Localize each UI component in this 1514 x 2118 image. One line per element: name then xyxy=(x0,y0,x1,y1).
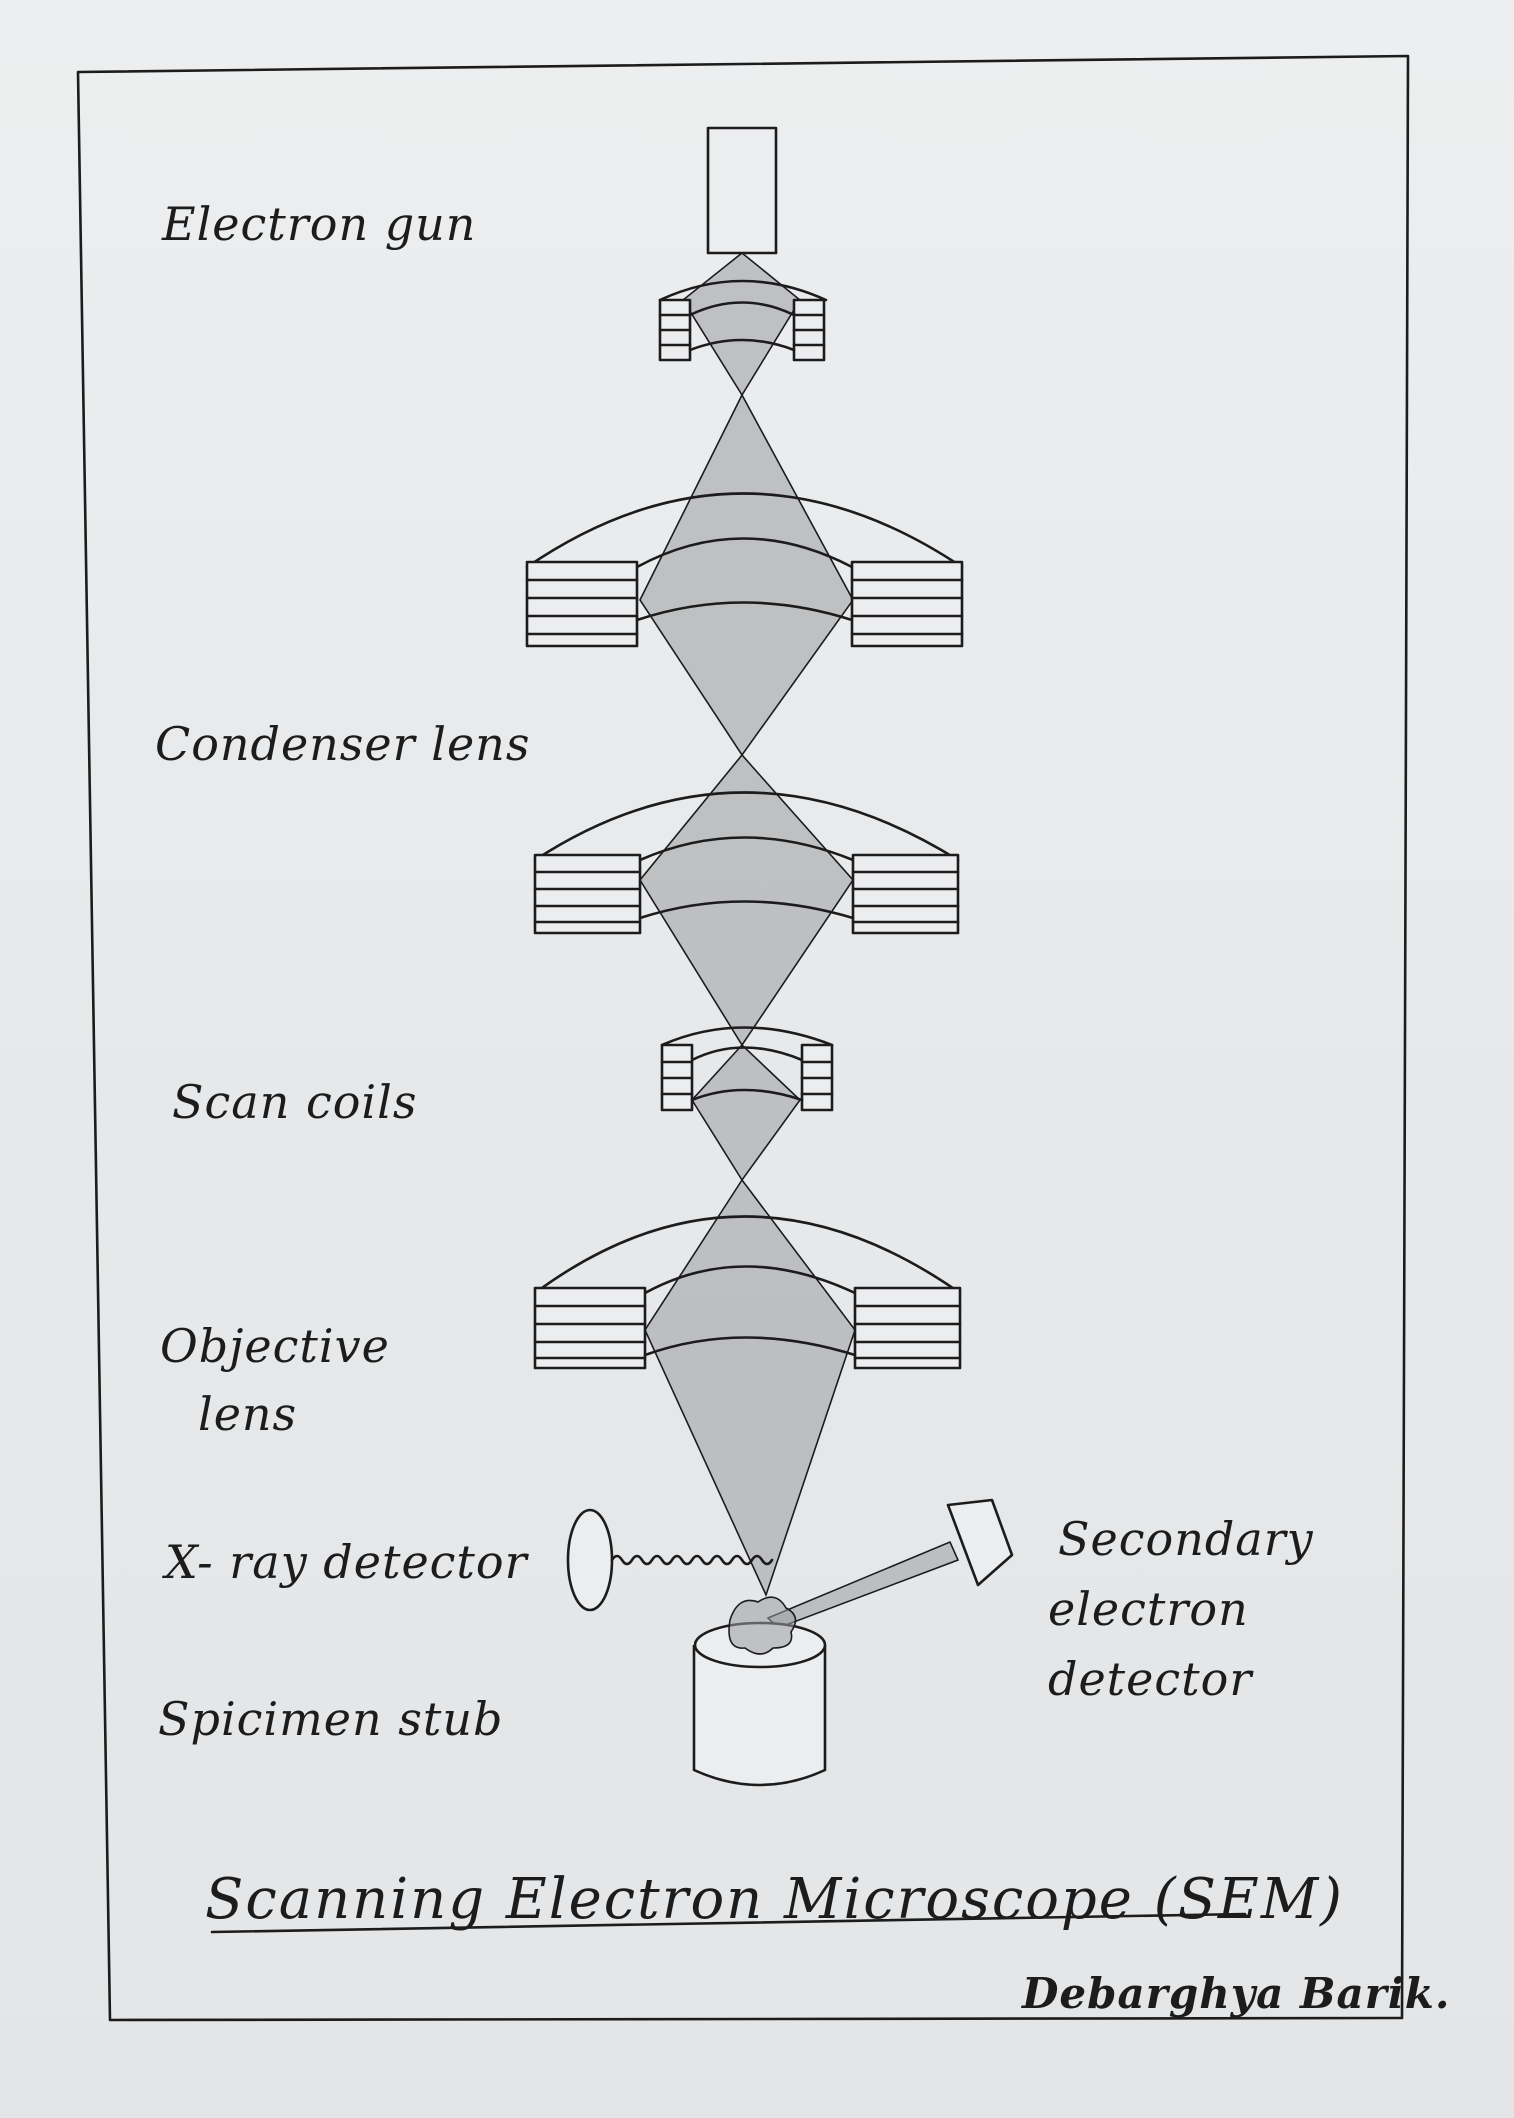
label-scan-coils: Scan coils xyxy=(172,1075,417,1129)
beam-cone-1 xyxy=(681,251,802,397)
objective-lens xyxy=(533,1215,962,1370)
xray-signal-wave xyxy=(610,1554,774,1566)
title-underline xyxy=(210,1912,1247,1934)
xray-detector xyxy=(566,1508,774,1612)
label-secondary-3: detector xyxy=(1048,1652,1254,1706)
condenser-lens-lower xyxy=(533,791,960,935)
label-xray-detector: X- ray detector xyxy=(162,1535,530,1589)
specimen-stub xyxy=(692,1596,827,1787)
secondary-detector-body xyxy=(946,1498,1014,1587)
electron-beam xyxy=(639,251,856,1598)
beam-diamond-4 xyxy=(644,1178,856,1598)
label-electron-gun: Electron gun xyxy=(161,197,476,251)
beam-diamond-3 xyxy=(691,1043,802,1182)
beam-diamond-1 xyxy=(639,393,854,757)
xray-detector-body xyxy=(566,1508,614,1612)
signature: Debarghya Barik. xyxy=(1021,1969,1451,2018)
label-objective-lens-1: Objective xyxy=(160,1319,390,1373)
beam-diamond-2 xyxy=(639,753,855,1047)
gun-coil xyxy=(658,279,828,362)
secondary-electron-detector xyxy=(766,1498,1014,1629)
label-condenser-lens: Condenser lens xyxy=(155,717,530,771)
label-objective-lens-2: lens xyxy=(198,1387,297,1441)
page-border xyxy=(76,54,1410,2022)
electron-gun-box xyxy=(706,126,778,255)
label-specimen-stub: Spicimen stub xyxy=(158,1692,503,1746)
scan-coils xyxy=(660,1026,834,1112)
secondary-beam xyxy=(766,1540,960,1629)
label-secondary-2: electron xyxy=(1048,1582,1249,1636)
label-secondary-1: Secondary xyxy=(1058,1512,1314,1566)
specimen-sample xyxy=(728,1596,797,1655)
condenser-lens-upper xyxy=(525,492,964,648)
